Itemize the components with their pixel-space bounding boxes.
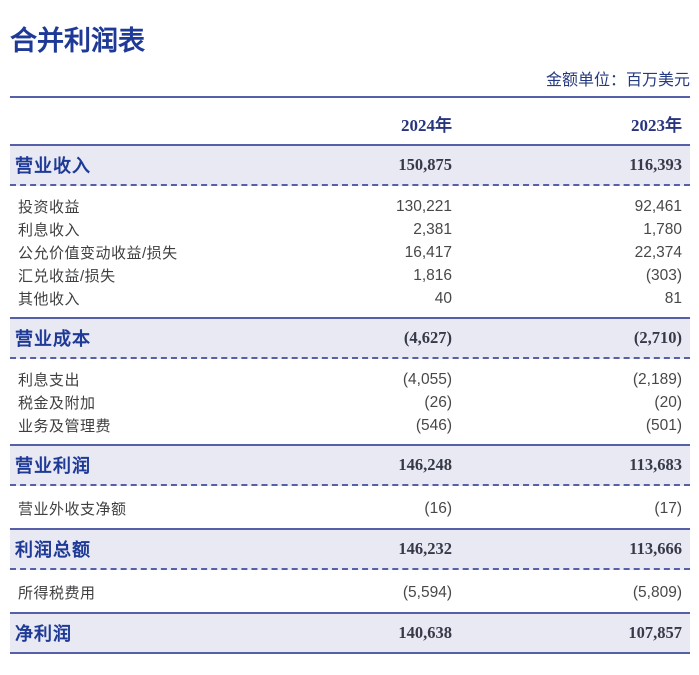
table-header-row: 2024年 2023年 xyxy=(10,96,690,144)
row-value-2024: 2,381 xyxy=(413,220,452,238)
column-header-2024: 2024年 xyxy=(401,116,452,135)
row-label: 其他收入 xyxy=(18,291,81,308)
row-value-2024: (5,594) xyxy=(402,583,452,601)
section-header-label: 营业利润 xyxy=(15,456,91,476)
table-row: 利息支出 (4,055) (2,189) xyxy=(10,368,690,391)
page-title: 合并利润表 xyxy=(10,26,145,56)
row-label: 利息收入 xyxy=(18,222,81,239)
row-value-2024: 1,816 xyxy=(413,266,452,284)
section-header-value-2023: 107,857 xyxy=(628,623,682,642)
row-value-2024: (546) xyxy=(415,416,452,434)
row-label: 投资收益 xyxy=(18,199,81,216)
section-header-value-2023: (2,710) xyxy=(633,328,682,347)
unit-note: 金额单位：百万美元 xyxy=(545,72,690,89)
table-row: 公允价值变动收益/损失 16,417 22,374 xyxy=(10,241,690,264)
table-row: 所得税费用 (5,594) (5,809) xyxy=(10,581,690,604)
section-rows: 营业外收支净额 (16) (17) xyxy=(10,486,690,528)
section-header-row: 利润总额 146,232 113,666 xyxy=(10,528,690,570)
row-value-2024: 130,221 xyxy=(395,197,452,215)
section-header-value-2024: (4,627) xyxy=(403,328,452,347)
section-header-label: 营业收入 xyxy=(15,156,91,176)
column-header-2023: 2023年 xyxy=(631,116,682,135)
section-header-row: 营业成本 (4,627) (2,710) xyxy=(10,317,690,359)
table-row: 投资收益 130,221 92,461 xyxy=(10,195,690,218)
section-rows: 所得税费用 (5,594) (5,809) xyxy=(10,570,690,612)
section-header-value-2024: 146,248 xyxy=(398,455,452,474)
table-row: 税金及附加 (26) (20) xyxy=(10,391,690,414)
section-header-value-2024: 146,232 xyxy=(398,539,452,558)
section-header-value-2024: 150,875 xyxy=(398,155,452,174)
row-label: 汇兑收益/损失 xyxy=(18,268,116,285)
row-value-2023: 81 xyxy=(664,289,682,307)
row-label: 所得税费用 xyxy=(18,585,96,602)
row-value-2023: (2,189) xyxy=(632,370,682,388)
row-value-2024: (4,055) xyxy=(402,370,452,388)
row-value-2023: 1,780 xyxy=(643,220,682,238)
statement-page: 合并利润表 金额单位：百万美元 2024年 2023年 营业收入 150,875… xyxy=(10,0,690,654)
row-value-2023: (20) xyxy=(654,393,682,411)
table-row: 利息收入 2,381 1,780 xyxy=(10,218,690,241)
section-header-value-2023: 113,666 xyxy=(629,539,682,558)
section-header-label: 净利润 xyxy=(15,624,72,644)
row-value-2023: (303) xyxy=(645,266,682,284)
row-value-2023: (501) xyxy=(645,416,682,434)
section-header-label: 利润总额 xyxy=(15,540,91,560)
row-value-2023: (17) xyxy=(654,499,682,517)
row-value-2024: 40 xyxy=(434,289,452,307)
row-label: 营业外收支净额 xyxy=(18,501,127,518)
row-value-2023: 22,374 xyxy=(634,243,682,261)
section-header-value-2024: 140,638 xyxy=(398,623,452,642)
row-label: 公允价值变动收益/损失 xyxy=(18,245,178,262)
section-rows: 利息支出 (4,055) (2,189) 税金及附加 (26) (20) 业务及… xyxy=(10,359,690,444)
row-value-2023: 92,461 xyxy=(634,197,682,215)
section-header-label: 营业成本 xyxy=(15,329,91,349)
section-header-row: 净利润 140,638 107,857 xyxy=(10,612,690,654)
table-row: 业务及管理费 (546) (501) xyxy=(10,414,690,437)
row-value-2023: (5,809) xyxy=(632,583,682,601)
row-value-2024: 16,417 xyxy=(404,243,452,261)
section-header-row: 营业收入 150,875 116,393 xyxy=(10,144,690,186)
section-rows: 投资收益 130,221 92,461 利息收入 2,381 1,780 公允价… xyxy=(10,186,690,317)
section-header-row: 营业利润 146,248 113,683 xyxy=(10,444,690,486)
row-value-2024: (26) xyxy=(424,393,452,411)
table-row: 其他收入 40 81 xyxy=(10,287,690,310)
table-row: 汇兑收益/损失 1,816 (303) xyxy=(10,264,690,287)
section-header-value-2023: 113,683 xyxy=(629,455,682,474)
row-label: 利息支出 xyxy=(18,372,81,389)
row-label: 税金及附加 xyxy=(18,395,96,412)
row-label: 业务及管理费 xyxy=(18,418,112,435)
table-row: 营业外收支净额 (16) (17) xyxy=(10,497,690,520)
row-value-2024: (16) xyxy=(424,499,452,517)
section-header-value-2023: 116,393 xyxy=(629,155,682,174)
